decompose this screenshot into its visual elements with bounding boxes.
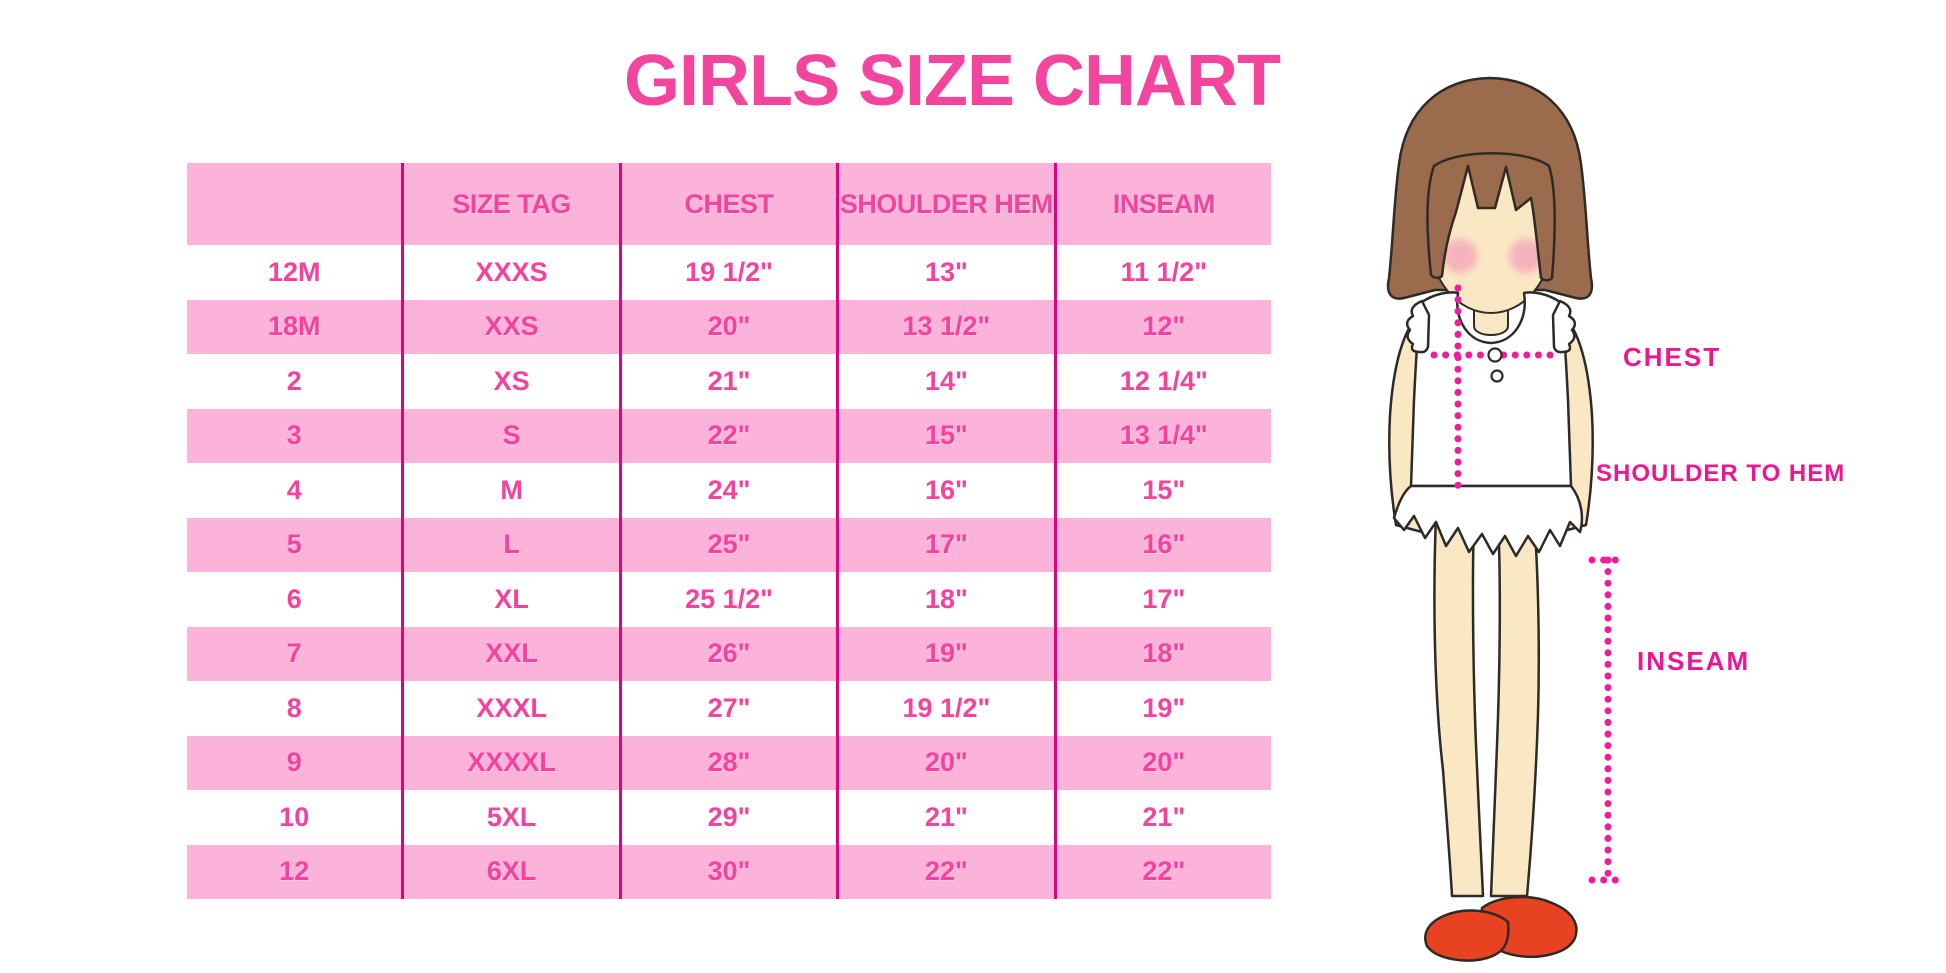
table-row: 4 M 24" 16" 15" bbox=[187, 463, 1271, 518]
skirt-ruffle bbox=[1392, 484, 1584, 558]
table-row: 5 L 25" 17" 16" bbox=[187, 517, 1271, 572]
table-row: 6 XL 25 1/2" 18" 17" bbox=[187, 572, 1271, 627]
shoulder-to-hem-label: SHOULDER TO HEM bbox=[1596, 460, 1846, 487]
cell-size-tag: M bbox=[401, 463, 618, 518]
right-shoulder-ruffle bbox=[1551, 299, 1577, 354]
cell-chest: 27" bbox=[618, 681, 836, 736]
cell-shoulder-hem: 13" bbox=[836, 245, 1053, 300]
cell-chest: 30" bbox=[618, 844, 836, 899]
shirt-button-bottom bbox=[1490, 369, 1504, 383]
left-leg bbox=[1433, 513, 1485, 898]
cell-chest: 21" bbox=[618, 354, 836, 409]
table-row: 8 XXXL 27" 19 1/2" 19" bbox=[187, 681, 1271, 736]
cell-size-tag: XXXXL bbox=[401, 735, 618, 790]
cell-size: 18M bbox=[267, 311, 321, 342]
cell-chest: 25" bbox=[618, 517, 836, 572]
cell-shoulder-hem: 18" bbox=[836, 572, 1053, 627]
cell-size-tag: L bbox=[401, 517, 618, 572]
inseam-label: INSEAM bbox=[1637, 646, 1751, 676]
cell-chest: 26" bbox=[618, 626, 836, 681]
cell-size-tag: XXL bbox=[401, 626, 618, 681]
cell-inseam: 18" bbox=[1053, 626, 1271, 681]
left-shoulder-ruffle bbox=[1405, 299, 1431, 354]
cell-chest: 24" bbox=[618, 463, 836, 518]
cell-size-tag: 5XL bbox=[401, 790, 618, 845]
cell-size: 10 bbox=[279, 801, 310, 832]
table-header-row: SIZE TAG CHEST SHOULDER HEM INSEAM bbox=[187, 163, 1271, 245]
table-row: 7 XXL 26" 19" 18" bbox=[187, 626, 1271, 681]
cell-inseam: 16" bbox=[1053, 517, 1271, 572]
cell-size-tag: S bbox=[401, 408, 618, 463]
table-row: 12 6XL 30" 22" 22" bbox=[187, 844, 1271, 899]
hair-bangs bbox=[1426, 152, 1556, 282]
blush-right-cheek bbox=[1509, 239, 1543, 273]
table-row: 3 S 22" 15" 13 1/4" bbox=[187, 408, 1271, 463]
cell-shoulder-hem: 22" bbox=[836, 844, 1053, 899]
cell-shoulder-hem: 13 1/2" bbox=[836, 299, 1053, 354]
cell-inseam: 17" bbox=[1053, 572, 1271, 627]
cell-chest: 19 1/2" bbox=[618, 245, 836, 300]
cell-size-tag: 6XL bbox=[401, 844, 618, 899]
cell-inseam: 20" bbox=[1053, 735, 1271, 790]
cell-inseam: 21" bbox=[1053, 790, 1271, 845]
cell-size-tag: XXS bbox=[401, 299, 618, 354]
shirt-button-top bbox=[1487, 347, 1503, 363]
cell-size: 9 bbox=[286, 747, 302, 778]
cell-size-tag: XL bbox=[401, 572, 618, 627]
table-row: 9 XXXXL 28" 20" 20" bbox=[187, 735, 1271, 790]
cell-size: 5 bbox=[286, 529, 302, 560]
cell-shoulder-hem: 15" bbox=[836, 408, 1053, 463]
cell-shoulder-hem: 19 1/2" bbox=[836, 681, 1053, 736]
size-table: SIZE TAG CHEST SHOULDER HEM INSEAM 12M X… bbox=[187, 163, 1271, 899]
header-cell-inseam: INSEAM bbox=[1053, 163, 1271, 245]
cell-shoulder-hem: 19" bbox=[836, 626, 1053, 681]
right-leg bbox=[1489, 513, 1541, 898]
cell-chest: 22" bbox=[618, 408, 836, 463]
cell-size: 6 bbox=[286, 583, 302, 614]
cell-chest: 29" bbox=[618, 790, 836, 845]
cell-size-tag: XXXS bbox=[401, 245, 618, 300]
cell-size: 2 bbox=[286, 365, 302, 396]
cell-inseam: 15" bbox=[1053, 463, 1271, 518]
left-shoe bbox=[1424, 909, 1510, 962]
cell-shoulder-hem: 21" bbox=[836, 790, 1053, 845]
cell-inseam: 12 1/4" bbox=[1053, 354, 1271, 409]
cell-size-tag: XS bbox=[401, 354, 618, 409]
header-cell-chest: CHEST bbox=[618, 163, 836, 245]
cell-inseam: 11 1/2" bbox=[1053, 245, 1271, 300]
cell-shoulder-hem: 20" bbox=[836, 735, 1053, 790]
cell-size: 12 bbox=[279, 856, 310, 887]
cell-chest: 25 1/2" bbox=[618, 572, 836, 627]
cell-inseam: 22" bbox=[1053, 844, 1271, 899]
girl-measurement-illustration bbox=[1386, 76, 1630, 962]
cell-inseam: 19" bbox=[1053, 681, 1271, 736]
cell-size-tag: XXXL bbox=[401, 681, 618, 736]
cell-shoulder-hem: 16" bbox=[836, 463, 1053, 518]
cell-size: 4 bbox=[286, 474, 302, 505]
cell-chest: 28" bbox=[618, 735, 836, 790]
header-cell-size-tag: SIZE TAG bbox=[401, 163, 618, 245]
table-row: 12M XXXS 19 1/2" 13" 11 1/2" bbox=[187, 245, 1271, 300]
cell-shoulder-hem: 14" bbox=[836, 354, 1053, 409]
header-cell-blank bbox=[187, 163, 401, 245]
table-row: 10 5XL 29" 21" 21" bbox=[187, 790, 1271, 845]
cell-size: 12M bbox=[267, 256, 321, 287]
page-title: GIRLS SIZE CHART bbox=[623, 41, 1281, 121]
cell-inseam: 12" bbox=[1053, 299, 1271, 354]
header-cell-shoulder-hem: SHOULDER HEM bbox=[836, 163, 1053, 245]
blush-left-cheek bbox=[1443, 239, 1477, 273]
chest-label: CHEST bbox=[1623, 342, 1722, 372]
cell-chest: 20" bbox=[618, 299, 836, 354]
cell-size: 3 bbox=[286, 420, 302, 451]
cell-inseam: 13 1/4" bbox=[1053, 408, 1271, 463]
cell-size: 7 bbox=[286, 638, 302, 669]
table-row: 2 XS 21" 14" 12 1/4" bbox=[187, 354, 1271, 409]
table-row: 18M XXS 20" 13 1/2" 12" bbox=[187, 299, 1271, 354]
cell-shoulder-hem: 17" bbox=[836, 517, 1053, 572]
cell-size: 8 bbox=[286, 692, 302, 723]
